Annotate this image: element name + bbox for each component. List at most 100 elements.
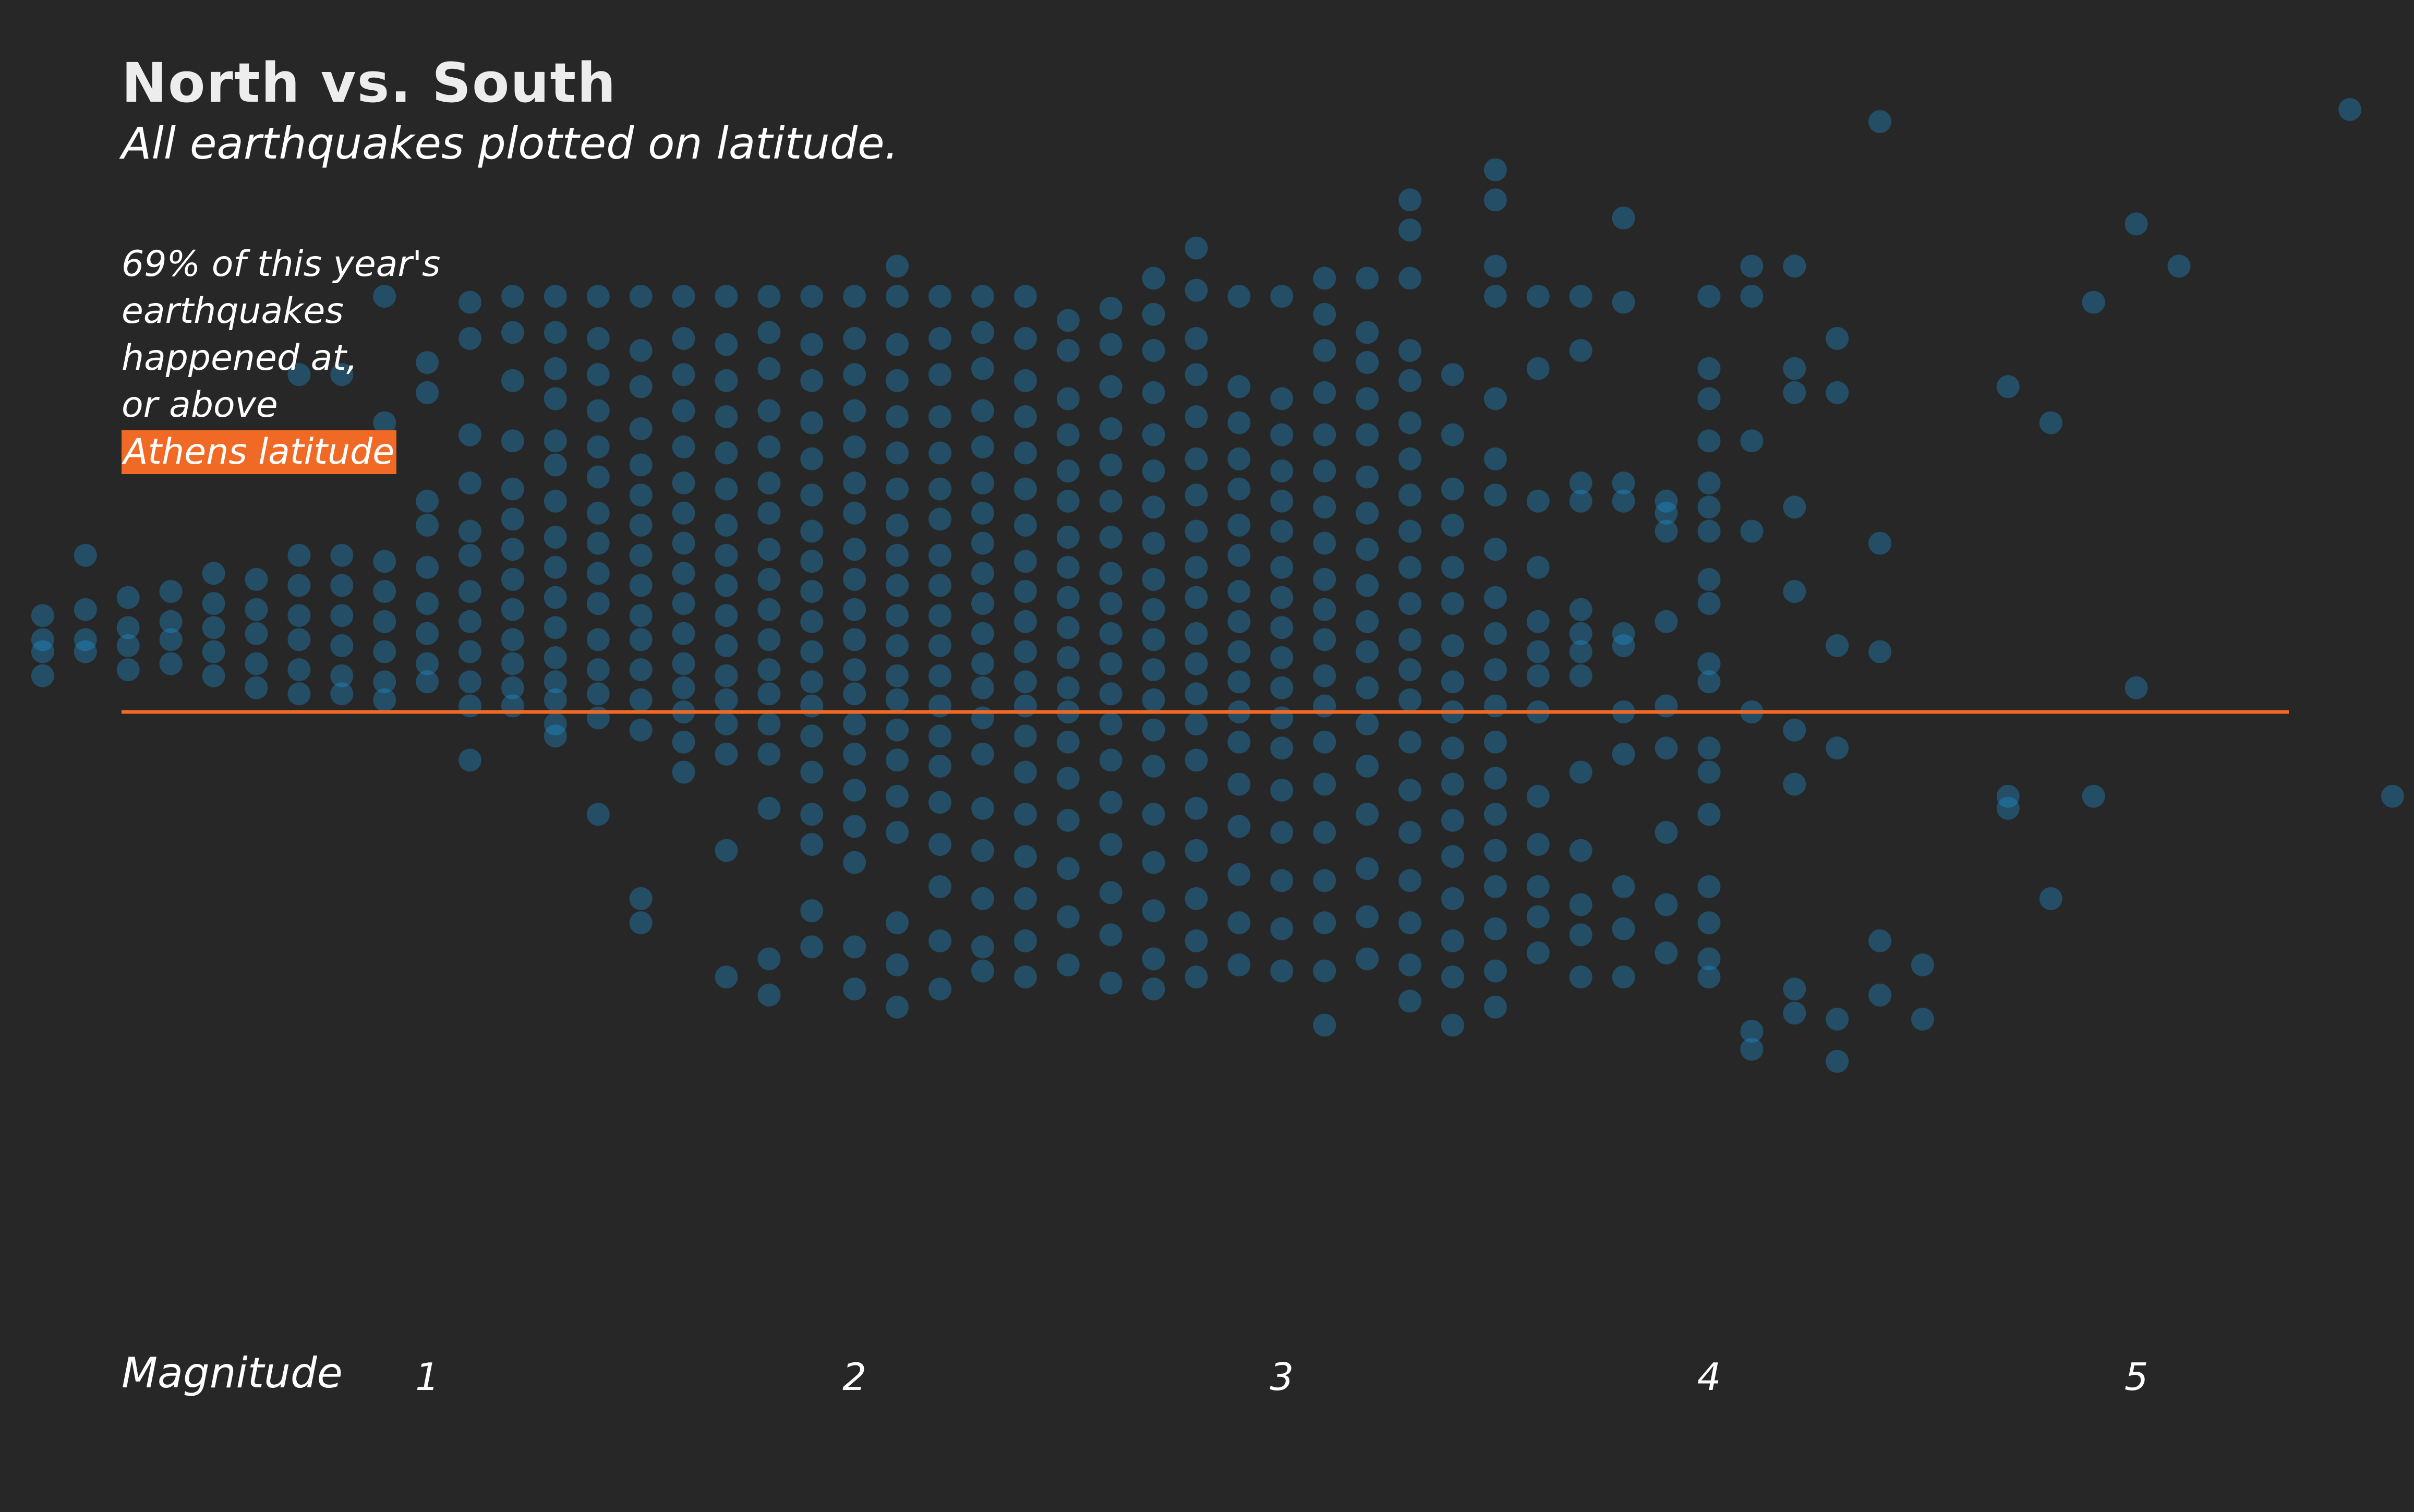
data-point <box>971 796 994 820</box>
data-point <box>1398 555 1422 579</box>
data-point <box>1270 616 1294 639</box>
data-point <box>1185 796 1208 820</box>
data-point <box>501 477 524 501</box>
data-point <box>1270 423 1294 446</box>
data-point <box>458 580 481 603</box>
data-point <box>1356 267 1379 290</box>
data-point <box>1099 592 1122 615</box>
data-point <box>1313 459 1336 482</box>
data-point <box>458 748 481 772</box>
data-point <box>287 628 311 651</box>
data-point <box>1270 869 1294 892</box>
data-point <box>1356 610 1379 633</box>
data-point <box>586 285 610 308</box>
data-point <box>1911 1008 1934 1031</box>
data-point <box>1142 423 1165 446</box>
data-point <box>1697 670 1721 694</box>
data-point <box>458 326 481 350</box>
data-point <box>1356 465 1379 489</box>
data-point <box>843 935 866 959</box>
data-point <box>928 405 952 428</box>
data-point <box>886 718 909 742</box>
data-point <box>1826 326 1849 350</box>
data-point <box>971 652 994 675</box>
data-point <box>1826 381 1849 404</box>
data-point <box>1569 893 1592 916</box>
data-point <box>1227 953 1251 977</box>
data-point <box>715 513 738 537</box>
data-point <box>1270 519 1294 543</box>
data-point <box>1398 267 1422 290</box>
data-point <box>1142 688 1165 711</box>
data-point <box>1013 803 1037 826</box>
data-point <box>800 483 824 507</box>
data-point <box>1569 489 1592 513</box>
data-point <box>715 369 738 392</box>
data-point <box>971 399 994 422</box>
data-point <box>586 592 610 615</box>
data-point <box>1227 815 1251 838</box>
data-point <box>757 321 781 344</box>
data-point <box>202 562 225 585</box>
data-point <box>886 953 909 977</box>
data-point <box>886 784 909 808</box>
data-point <box>330 682 354 706</box>
data-point <box>202 640 225 663</box>
data-point <box>1398 188 1422 212</box>
data-point <box>2338 98 2362 121</box>
data-point <box>1740 519 1764 543</box>
data-point <box>1398 219 1422 241</box>
data-point <box>1697 519 1721 543</box>
data-point <box>1099 923 1122 947</box>
data-point <box>501 628 524 651</box>
data-point <box>1013 887 1037 910</box>
data-point <box>629 658 653 682</box>
data-point <box>544 357 567 380</box>
data-point <box>1185 519 1208 543</box>
data-point <box>202 592 225 615</box>
data-point <box>1526 664 1550 687</box>
data-point <box>1013 694 1037 718</box>
data-point <box>971 285 994 308</box>
data-point <box>1655 736 1678 760</box>
data-point <box>1185 839 1208 862</box>
data-point <box>1270 821 1294 844</box>
data-point <box>1142 803 1165 826</box>
data-point <box>1441 965 1464 989</box>
data-point <box>245 652 268 675</box>
data-point <box>757 796 781 820</box>
data-point <box>672 399 695 422</box>
data-point <box>843 435 866 458</box>
data-point <box>1483 767 1507 790</box>
data-point <box>245 567 268 591</box>
data-point <box>458 640 481 663</box>
annotation-line: happened at, <box>122 337 358 379</box>
data-point <box>1356 947 1379 971</box>
data-point <box>586 501 610 525</box>
data-point <box>501 285 524 308</box>
data-point <box>1056 339 1080 362</box>
data-point <box>1056 423 1080 446</box>
data-point <box>1013 610 1037 633</box>
data-point <box>971 887 994 910</box>
data-point <box>629 604 653 627</box>
data-point <box>1313 267 1336 290</box>
data-point <box>629 513 653 537</box>
data-point <box>886 634 909 657</box>
data-point <box>886 996 909 1019</box>
data-point <box>1483 188 1507 212</box>
data-point <box>800 670 824 694</box>
data-point <box>1185 652 1208 675</box>
data-point <box>1697 592 1721 615</box>
data-point <box>159 628 183 651</box>
data-point <box>886 285 909 308</box>
data-point <box>1227 543 1251 567</box>
data-point <box>1270 586 1294 609</box>
data-point <box>586 562 610 585</box>
data-point <box>1996 796 2020 820</box>
data-point <box>1483 996 1507 1019</box>
data-point <box>1013 724 1037 748</box>
data-point <box>159 580 183 603</box>
data-point <box>1356 574 1379 597</box>
data-point <box>1227 411 1251 434</box>
